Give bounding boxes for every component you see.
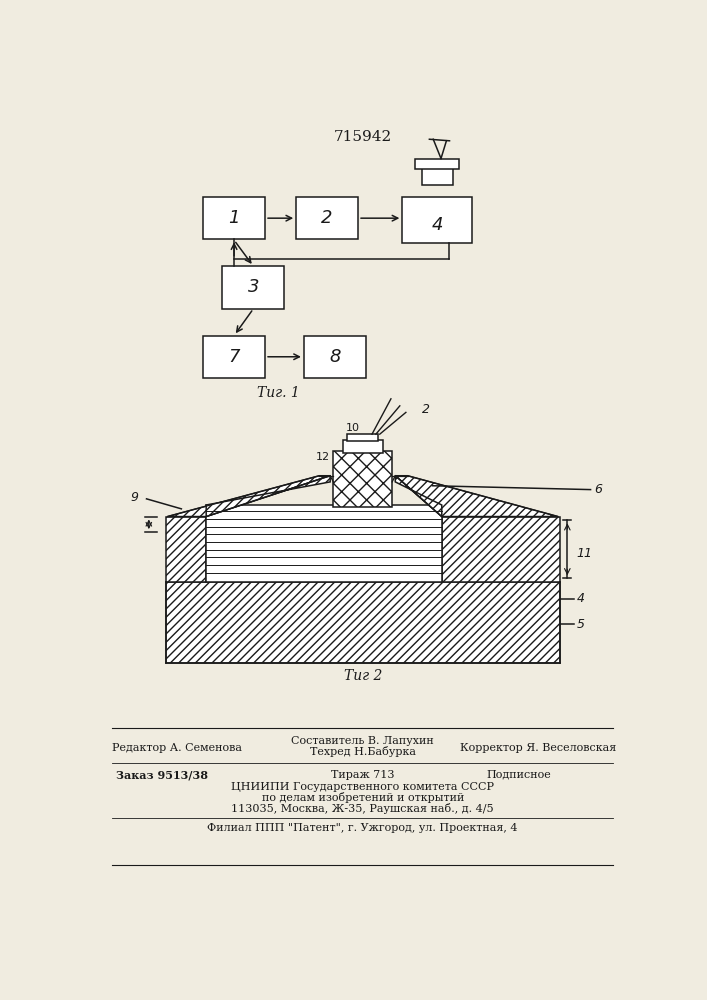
Text: 11: 11: [577, 547, 592, 560]
Bar: [416, 158, 459, 169]
Bar: [206, 505, 442, 582]
Text: Тираж 713: Тираж 713: [331, 770, 395, 780]
Text: 1: 1: [228, 209, 240, 227]
Bar: [166, 582, 559, 663]
Bar: [203, 197, 265, 239]
Bar: [402, 197, 472, 243]
Text: 4: 4: [431, 216, 443, 234]
Polygon shape: [395, 476, 442, 517]
Text: по делам изобретений и открытий: по делам изобретений и открытий: [262, 792, 464, 803]
Bar: [343, 440, 383, 453]
Text: Τиг. 1: Τиг. 1: [257, 386, 300, 400]
Text: Техред Н.Бабурка: Техред Н.Бабурка: [310, 746, 416, 757]
Polygon shape: [168, 476, 330, 517]
Text: Филиал ППП "Патент", г. Ужгород, ул. Проектная, 4: Филиал ППП "Патент", г. Ужгород, ул. Про…: [207, 823, 518, 833]
Text: 113035, Москва, Ж-35, Раушская наб., д. 4/5: 113035, Москва, Ж-35, Раушская наб., д. …: [231, 803, 494, 814]
Bar: [166, 517, 206, 582]
Text: Заказ 9513/38: Заказ 9513/38: [116, 769, 208, 780]
Text: 5: 5: [577, 618, 585, 631]
Polygon shape: [395, 476, 558, 517]
Bar: [442, 517, 559, 582]
Text: 12: 12: [316, 452, 330, 462]
Text: 3: 3: [247, 278, 259, 296]
Text: 2: 2: [321, 209, 333, 227]
Bar: [203, 336, 265, 378]
Text: Τиг 2: Τиг 2: [344, 669, 382, 683]
Bar: [304, 336, 366, 378]
Bar: [296, 197, 358, 239]
Text: Корректор Я. Веселовская: Корректор Я. Веселовская: [460, 743, 616, 753]
Bar: [333, 451, 392, 507]
Text: 715942: 715942: [334, 130, 392, 144]
Bar: [223, 266, 284, 309]
Text: 10: 10: [346, 423, 360, 433]
Text: 7: 7: [228, 348, 240, 366]
Text: 9: 9: [131, 491, 139, 504]
Bar: [347, 434, 378, 441]
Text: 2: 2: [422, 403, 431, 416]
Text: Составитель В. Лапухин: Составитель В. Лапухин: [291, 736, 434, 746]
Text: ЦНИИПИ Государственного комитета СССР: ЦНИИПИ Государственного комитета СССР: [231, 782, 494, 792]
Text: 4: 4: [577, 592, 585, 605]
Bar: [421, 168, 452, 185]
Text: Редактор А. Семенова: Редактор А. Семенова: [112, 743, 243, 753]
Text: 8: 8: [329, 348, 341, 366]
Text: Подписное: Подписное: [486, 770, 551, 780]
Text: 6: 6: [595, 483, 602, 496]
Polygon shape: [206, 476, 330, 517]
